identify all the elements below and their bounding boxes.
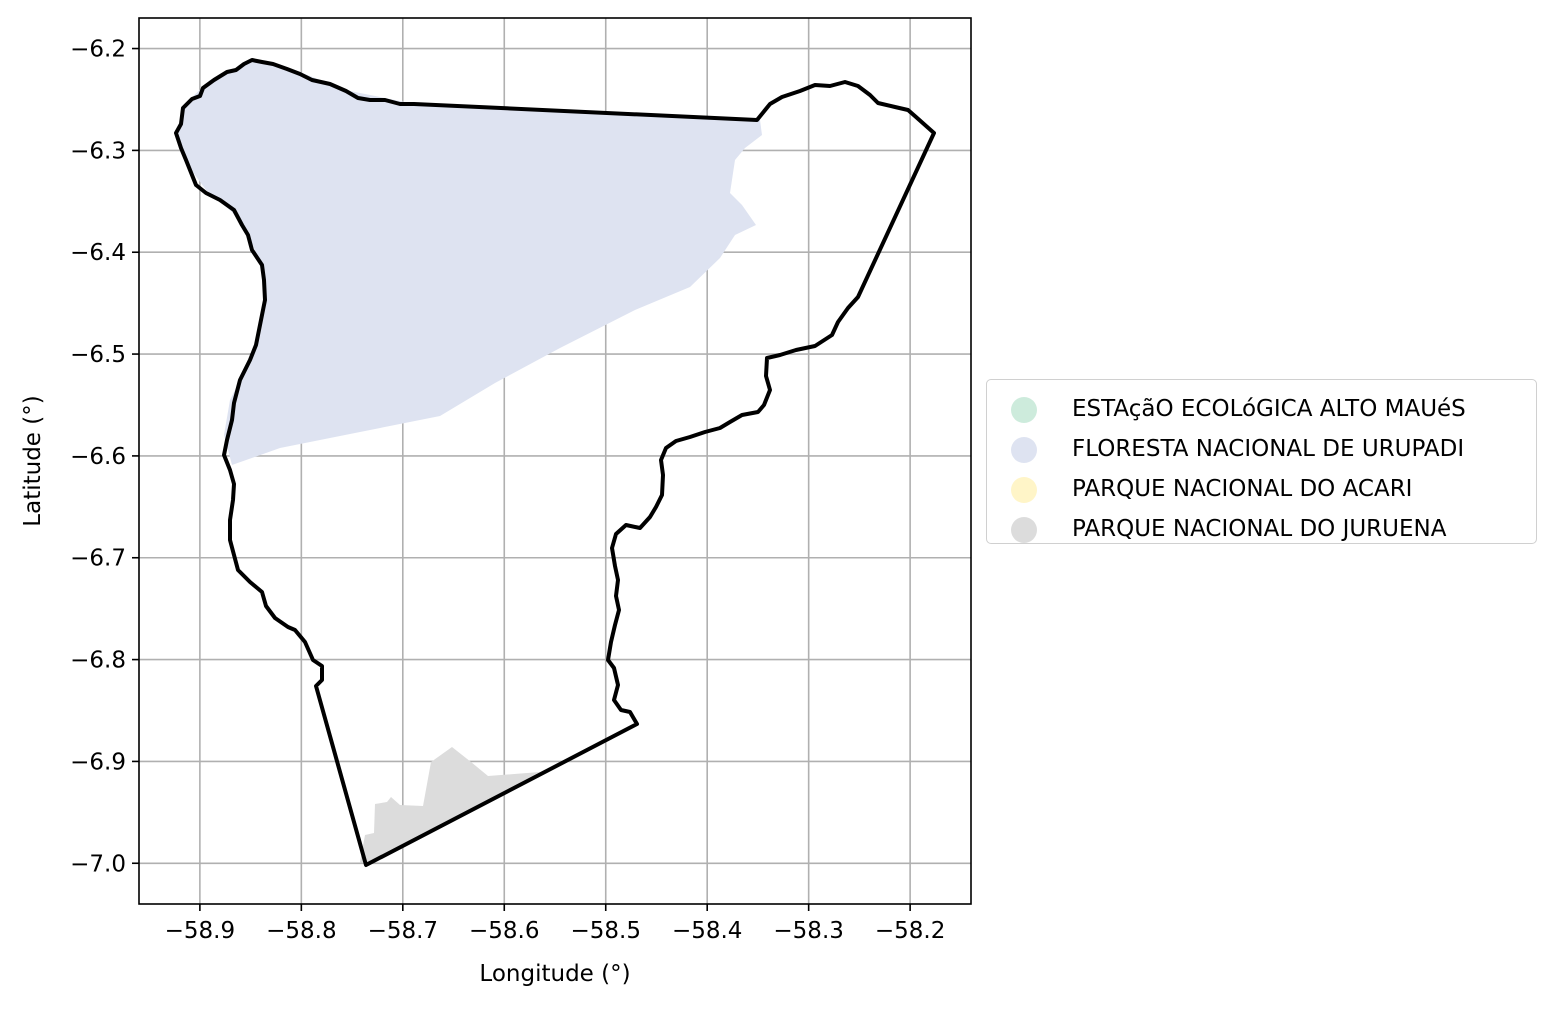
y-tick-label: −6.6 [70, 444, 126, 470]
y-tick-label: −6.4 [70, 240, 126, 266]
legend-item: PARQUE NACIONAL DO JURUENA [987, 506, 1536, 546]
y-tick-label: −7.0 [70, 851, 126, 877]
legend-marker-circle [1011, 397, 1037, 423]
legend-item: FLORESTA NACIONAL DE URUPADI [987, 426, 1536, 466]
legend: ESTAçãO ECOLóGICA ALTO MAUéS FLORESTA NA… [986, 379, 1537, 544]
study-area-outline [174, 58, 936, 867]
x-axis-label: Longitude (°) [479, 961, 630, 987]
y-tick-label: −6.8 [70, 648, 126, 674]
legend-label: PARQUE NACIONAL DO ACARI [1072, 476, 1413, 502]
y-tick-label: −6.5 [70, 342, 126, 368]
x-tick-label: −58.3 [773, 918, 843, 944]
x-tick-label: −58.4 [672, 918, 742, 944]
legend-item: PARQUE NACIONAL DO ACARI [987, 466, 1536, 506]
legend-label: PARQUE NACIONAL DO JURUENA [1072, 516, 1447, 542]
legend-marker-circle [1011, 477, 1037, 503]
legend-label: ESTAçãO ECOLóGICA ALTO MAUéS [1072, 396, 1466, 422]
x-tick-label: −58.7 [368, 918, 438, 944]
y-tick-label: −6.2 [70, 37, 126, 63]
legend-marker-circle [1011, 517, 1037, 543]
x-tick-label: −58.5 [570, 918, 640, 944]
y-tick-label: −6.7 [70, 546, 126, 572]
x-tick-label: −58.9 [165, 918, 235, 944]
axes-frame [138, 17, 972, 905]
x-tick-label: −58.2 [875, 918, 945, 944]
x-tick-label: −58.8 [266, 918, 336, 944]
legend-item: ESTAçãO ECOLóGICA ALTO MAUéS [987, 386, 1536, 426]
y-tick-layer: −6.2 −6.3 −6.4 −6.5 −6.6 −6.7 −6.8 −6.9 −7.0 [70, 37, 139, 877]
legend-label: FLORESTA NACIONAL DE URUPADI [1072, 436, 1465, 462]
legend-marker-circle [1011, 437, 1037, 463]
juruena-area [360, 747, 540, 864]
y-tick-label: −6.3 [70, 138, 126, 164]
y-tick-label: −6.9 [70, 749, 126, 775]
urupadi-area [178, 60, 762, 465]
y-axis-label: Latitude (°) [20, 395, 46, 526]
x-tick-layer: −58.9 −58.8 −58.7 −58.6 −58.5 −58.4 −58.3 −58.2 [165, 904, 945, 944]
x-tick-label: −58.6 [469, 918, 539, 944]
